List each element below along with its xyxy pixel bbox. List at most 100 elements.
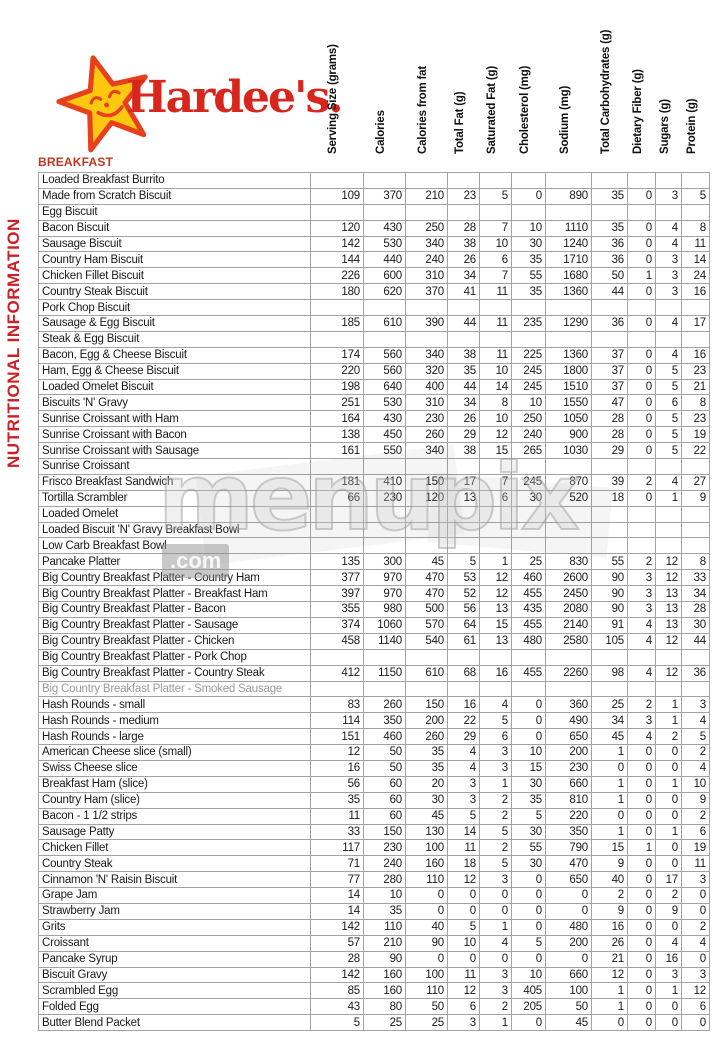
- item-name: Sunrise Croissant with Ham: [38, 410, 311, 428]
- item-value: 460: [363, 728, 406, 746]
- item-value: [363, 521, 406, 539]
- item-value: 5: [447, 553, 480, 571]
- nutrition-table-body: Loaded Breakfast Burrito Made from Scratc…: [38, 172, 710, 1032]
- item-value: 0: [511, 1014, 546, 1032]
- item-value: 0: [627, 410, 656, 428]
- item-value: [545, 521, 592, 539]
- item-value: 26: [447, 410, 480, 428]
- item-name: Big Country Breakfast Platter - Pork Cho…: [38, 648, 311, 666]
- item-value: [447, 458, 480, 475]
- item-value: 90: [591, 569, 628, 587]
- item-value: 30: [511, 823, 546, 841]
- item-value: [591, 299, 628, 317]
- item-value: 0: [655, 744, 682, 761]
- item-value: 660: [545, 966, 592, 984]
- item-value: 6: [655, 394, 682, 412]
- item-value: 0: [591, 807, 628, 825]
- item-value: 98: [591, 664, 628, 682]
- item-value: 0: [545, 902, 592, 920]
- item-value: [681, 458, 710, 475]
- item-value: [479, 680, 512, 698]
- item-value: 150: [405, 473, 448, 491]
- table-row: Hash Rounds - large 151 460 260 29 6 0 650 45 4 2 5: [38, 728, 710, 746]
- item-value: [511, 680, 546, 698]
- item-value: 1: [591, 982, 628, 1000]
- item-value: 47: [591, 394, 628, 412]
- item-value: 6: [681, 823, 710, 841]
- item-value: 5: [447, 918, 480, 936]
- item-value: 3: [655, 966, 682, 984]
- item-name: Scrambled Egg: [38, 982, 311, 1000]
- item-name: Low Carb Breakfast Bowl: [38, 537, 311, 555]
- item-value: 3: [447, 775, 480, 793]
- item-value: 30: [511, 489, 546, 507]
- item-value: 2: [681, 918, 710, 936]
- item-value: 2: [681, 807, 710, 825]
- item-value: [405, 330, 448, 348]
- item-value: 0: [511, 918, 546, 936]
- item-value: 55: [591, 553, 628, 571]
- item-value: [405, 521, 448, 539]
- item-name: Tortilla Scrambler: [38, 489, 311, 507]
- item-value: [310, 537, 364, 555]
- item-value: 100: [405, 966, 448, 984]
- item-value: 4: [681, 934, 710, 952]
- item-value: 10: [479, 235, 512, 253]
- item-value: 2600: [545, 569, 592, 587]
- item-value: 110: [363, 918, 406, 936]
- item-value: 185: [310, 315, 364, 332]
- item-value: 30: [511, 775, 546, 793]
- item-value: 0: [627, 966, 656, 984]
- item-value: 10: [479, 410, 512, 428]
- item-value: 36: [591, 251, 628, 269]
- item-value: 110: [405, 982, 448, 1000]
- item-value: 0: [479, 950, 512, 968]
- item-value: 200: [545, 934, 592, 952]
- item-value: [627, 299, 656, 317]
- item-value: 10: [363, 887, 406, 904]
- table-row: Big Country Breakfast Platter - Breakfas…: [38, 585, 710, 603]
- item-value: 138: [310, 426, 364, 444]
- item-value: 11: [479, 315, 512, 332]
- item-value: [627, 521, 656, 539]
- item-value: 250: [511, 410, 546, 428]
- item-value: 100: [545, 982, 592, 1000]
- table-row: Low Carb Breakfast Bowl: [38, 537, 710, 555]
- table-row: Sausage Patty 33 150 130 14 5 30 350 1 0 1 6: [38, 823, 710, 841]
- table-row: Loaded Omelet Biscuit 198 640 400 44 14 245 151…: [38, 378, 710, 396]
- item-value: 45: [405, 553, 448, 571]
- item-value: 3: [447, 791, 480, 809]
- item-name: Country Steak Biscuit: [38, 283, 311, 301]
- item-value: 610: [405, 664, 448, 682]
- item-value: [591, 330, 628, 348]
- item-value: 24: [681, 267, 710, 285]
- item-value: 4: [655, 315, 682, 332]
- item-value: 280: [363, 871, 406, 889]
- item-value: 0: [681, 902, 710, 920]
- item-value: 12: [655, 632, 682, 650]
- item-value: 25: [405, 1014, 448, 1032]
- item-value: 5: [479, 712, 512, 730]
- item-value: 235: [511, 315, 546, 332]
- item-value: 21: [591, 950, 628, 968]
- item-value: 12: [655, 553, 682, 571]
- item-value: 5: [447, 807, 480, 825]
- item-value: 11: [447, 839, 480, 857]
- item-value: 0: [545, 950, 592, 968]
- item-value: 2140: [545, 616, 592, 634]
- item-name: Bacon - 1 1/2 strips: [38, 807, 311, 825]
- item-value: [627, 172, 656, 189]
- item-name: Hash Rounds - large: [38, 728, 311, 746]
- table-row: Sunrise Croissant with Sausage 161 550 340 3…: [38, 442, 710, 460]
- item-value: 11: [479, 283, 512, 301]
- item-value: 0: [511, 902, 546, 920]
- item-value: 16: [655, 950, 682, 968]
- item-value: 7: [479, 473, 512, 491]
- item-value: 13: [655, 601, 682, 618]
- item-value: [591, 203, 628, 221]
- table-row: Biscuits 'N' Gravy 251 530 310 34 8 10 1550 47 0 6…: [38, 394, 710, 412]
- item-value: 2: [591, 887, 628, 904]
- item-value: 15: [591, 839, 628, 857]
- item-value: 110: [405, 871, 448, 889]
- item-value: 260: [405, 728, 448, 746]
